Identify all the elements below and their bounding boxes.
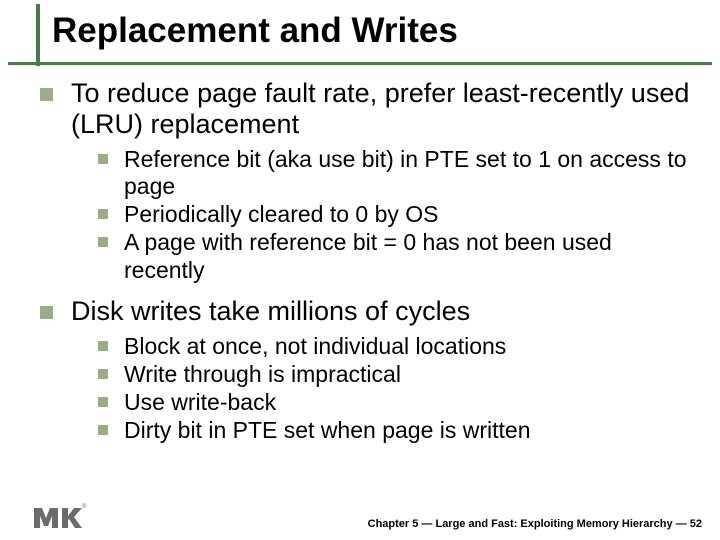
- bullet-text: Block at once, not individual locations: [124, 333, 506, 360]
- bullet-text: Disk writes take millions of cycles: [71, 296, 470, 327]
- square-bullet-icon: [98, 154, 108, 164]
- publisher-logo: ®: [32, 500, 88, 532]
- title-region: Replacement and Writes: [0, 0, 720, 51]
- slide-footer: Chapter 5 — Large and Fast: Exploiting M…: [368, 518, 702, 530]
- mk-logo-icon: ®: [32, 500, 88, 532]
- bullet-level2: Block at once, not individual locations: [98, 333, 696, 360]
- bullet-text: Write through is impractical: [124, 361, 401, 388]
- bullet-level2: A page with reference bit = 0 has not be…: [98, 229, 696, 283]
- square-bullet-icon: [40, 88, 53, 101]
- square-bullet-icon: [98, 209, 108, 219]
- bullet-text: Reference bit (aka use bit) in PTE set t…: [124, 146, 696, 200]
- bullet-level2: Reference bit (aka use bit) in PTE set t…: [98, 146, 696, 200]
- slide: Replacement and Writes To reduce page fa…: [0, 0, 720, 540]
- bullet-text: Periodically cleared to 0 by OS: [124, 201, 439, 228]
- square-bullet-icon: [98, 425, 108, 435]
- square-bullet-icon: [98, 341, 108, 351]
- bullet-text: Dirty bit in PTE set when page is writte…: [124, 417, 531, 444]
- bullet-level1: To reduce page fault rate, prefer least-…: [40, 78, 696, 140]
- bullet-text: Use write-back: [124, 389, 276, 416]
- slide-title: Replacement and Writes: [52, 12, 720, 51]
- bullet-level2: Write through is impractical: [98, 361, 696, 388]
- bullet-level2: Periodically cleared to 0 by OS: [98, 201, 696, 228]
- title-vertical-rule: [36, 4, 40, 66]
- slide-content: To reduce page fault rate, prefer least-…: [40, 78, 696, 456]
- square-bullet-icon: [40, 306, 53, 319]
- bullet-level1: Disk writes take millions of cycles: [40, 296, 696, 327]
- svg-text:®: ®: [82, 503, 87, 510]
- square-bullet-icon: [98, 397, 108, 407]
- bullet-level2: Use write-back: [98, 389, 696, 416]
- bullet-level2-group: Reference bit (aka use bit) in PTE set t…: [98, 146, 696, 284]
- bullet-text: A page with reference bit = 0 has not be…: [124, 229, 696, 283]
- bullet-level2-group: Block at once, not individual locations …: [98, 333, 696, 445]
- bullet-level2: Dirty bit in PTE set when page is writte…: [98, 417, 696, 444]
- bullet-text: To reduce page fault rate, prefer least-…: [71, 78, 696, 140]
- title-horizontal-rule: [8, 62, 712, 65]
- square-bullet-icon: [98, 369, 108, 379]
- square-bullet-icon: [98, 237, 108, 247]
